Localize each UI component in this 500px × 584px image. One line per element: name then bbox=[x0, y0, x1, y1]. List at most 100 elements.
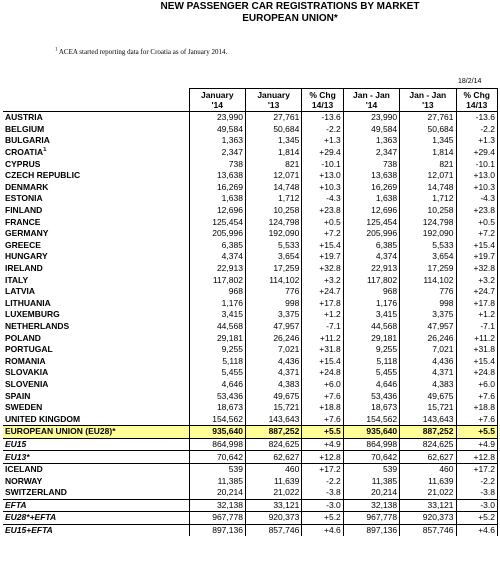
market-name: LATVIA bbox=[3, 286, 189, 298]
table-row: GERMANY 205,996 192,090 +7.2 205,996 192,090 +… bbox=[3, 227, 498, 240]
market-name: ITALY bbox=[3, 274, 189, 286]
value-cell: 12,071 bbox=[399, 169, 456, 182]
table-row: LUXEMBURG 3,415 3,375 +1.2 3,415 3,375 +1.2 bbox=[3, 309, 498, 321]
value-cell: 70,642 bbox=[342, 450, 400, 464]
value-cell: 5,118 bbox=[188, 355, 246, 368]
table-row: EU15+EFTA 897,136 857,746 +4.6 897,136 857,74… bbox=[3, 523, 498, 537]
value-cell: 1,712 bbox=[399, 193, 456, 205]
pct-change-cell: +5.5 bbox=[455, 425, 498, 439]
market-label: EU28*+EFTA bbox=[5, 512, 57, 523]
pct-change-cell: +4.6 bbox=[455, 523, 498, 537]
table-row: CZECH REPUBLIC 13,638 12,071 +13.0 13,638 12,… bbox=[3, 169, 498, 182]
market-label: GERMANY bbox=[5, 228, 49, 239]
market-name: CYPRUS bbox=[3, 158, 189, 170]
pct-change-cell: -4.3 bbox=[301, 193, 344, 205]
pct-change-cell: +24.8 bbox=[301, 367, 344, 379]
value-cell: 4,374 bbox=[342, 251, 400, 263]
value-cell: 16,269 bbox=[188, 181, 246, 194]
value-cell: 20,214 bbox=[188, 487, 246, 500]
market-label: SWITZERLAND bbox=[5, 487, 67, 498]
column-header-line1: January bbox=[200, 90, 234, 100]
pct-change-cell: +12.8 bbox=[301, 450, 344, 464]
value-cell: 15,721 bbox=[244, 401, 302, 414]
table-row: EU15 864,998 824,625 +4.9 864,998 824,625 +4.9 bbox=[3, 437, 498, 451]
market-label: LITHUANIA bbox=[5, 297, 51, 308]
value-cell: 9,255 bbox=[188, 343, 246, 356]
market-name: IRELAND bbox=[3, 263, 189, 275]
value-cell: 539 bbox=[342, 462, 400, 476]
market-name: CROATIA1 bbox=[3, 147, 189, 159]
value-cell: 3,415 bbox=[188, 309, 246, 321]
footnote-mark: 1 bbox=[55, 47, 58, 53]
value-cell: 5,118 bbox=[342, 355, 400, 368]
value-cell: 897,136 bbox=[342, 523, 400, 537]
table-row: LATVIA 968 776 +24.7 968 776 +24.7 bbox=[3, 285, 498, 298]
value-cell: 3,654 bbox=[244, 251, 302, 263]
market-name: CZECH REPUBLIC bbox=[3, 170, 189, 182]
value-cell: 27,761 bbox=[399, 110, 456, 124]
value-cell: 887,252 bbox=[399, 425, 456, 439]
pct-change-cell: -3.0 bbox=[455, 498, 498, 512]
value-cell: 935,640 bbox=[342, 425, 400, 439]
value-cell: 62,627 bbox=[399, 450, 456, 464]
market-name: NORWAY bbox=[3, 475, 189, 487]
market-name: SPAIN bbox=[3, 390, 189, 402]
value-cell: 17,259 bbox=[399, 262, 456, 275]
pct-change-cell: +12.8 bbox=[455, 450, 498, 464]
value-cell: 998 bbox=[244, 297, 302, 310]
value-cell: 460 bbox=[244, 462, 302, 476]
column-header-line1: % Chg bbox=[463, 90, 490, 100]
market-name: SWEDEN bbox=[3, 402, 189, 414]
market-name: DENMARK bbox=[3, 182, 189, 194]
market-name: EFTA bbox=[3, 498, 190, 512]
value-cell: 3,415 bbox=[342, 309, 400, 321]
table-row: EFTA 32,138 33,121 -3.0 32,138 33,121 -3.0 bbox=[3, 498, 498, 512]
value-cell: 26,246 bbox=[399, 332, 456, 344]
column-header-line2: '14 bbox=[211, 100, 224, 110]
pct-change-cell: +5.5 bbox=[301, 425, 344, 439]
pct-change-cell: -3.8 bbox=[455, 487, 498, 500]
value-cell: 4,374 bbox=[188, 251, 246, 263]
registrations-table: January '14 January '13% Chg 14/13 Jan - Jan '… bbox=[3, 88, 498, 537]
pct-change-cell: -10.1 bbox=[455, 158, 498, 170]
value-cell: 26,246 bbox=[244, 332, 302, 344]
value-cell: 117,802 bbox=[342, 274, 400, 286]
market-name: LITHUANIA bbox=[3, 298, 189, 310]
market-label: PORTUGAL bbox=[5, 344, 53, 355]
value-cell: 4,436 bbox=[399, 355, 456, 368]
value-cell: 12,071 bbox=[244, 169, 302, 182]
market-name: BELGIUM bbox=[3, 124, 189, 136]
pct-change-cell: +19.7 bbox=[301, 251, 344, 263]
value-cell: 1,363 bbox=[188, 135, 246, 147]
market-label: POLAND bbox=[5, 332, 41, 343]
table-row: POLAND 29,181 26,246 +11.2 29,181 26,246 +11.2 bbox=[3, 332, 498, 344]
pct-change-cell: +10.3 bbox=[455, 181, 498, 194]
value-cell: 125,454 bbox=[342, 216, 400, 228]
value-cell: 857,746 bbox=[399, 523, 456, 537]
market-label: ROMANIA bbox=[5, 355, 46, 366]
value-cell: 4,371 bbox=[399, 367, 456, 379]
table-row: ESTONIA 1,638 1,712 -4.3 1,638 1,712 -4.3 bbox=[3, 193, 498, 205]
table-row: SWEDEN 18,673 15,721 +18.8 18,673 15,721 +18.8 bbox=[3, 401, 498, 414]
footnote-text: ACEA started reporting data for Croatia … bbox=[58, 48, 228, 56]
value-cell: 967,778 bbox=[188, 511, 246, 525]
value-cell: 50,684 bbox=[399, 123, 456, 136]
pct-change-cell: +7.6 bbox=[455, 413, 498, 426]
pct-change-cell: +6.0 bbox=[301, 378, 344, 391]
header-blank bbox=[3, 89, 189, 112]
value-cell: 21,022 bbox=[399, 487, 456, 500]
value-cell: 205,996 bbox=[342, 227, 400, 240]
pct-change-cell: +4.6 bbox=[301, 523, 344, 537]
value-cell: 53,436 bbox=[188, 390, 246, 402]
market-name: EUROPEAN UNION (EU28)* bbox=[3, 425, 190, 439]
pct-change-cell: +17.8 bbox=[301, 297, 344, 310]
table-row: LITHUANIA 1,176 998 +17.8 1,176 998 +17.8 bbox=[3, 297, 498, 310]
value-cell: 10,258 bbox=[244, 204, 302, 217]
value-cell: 192,090 bbox=[399, 227, 456, 240]
value-cell: 44,568 bbox=[188, 320, 246, 333]
value-cell: 17,259 bbox=[244, 262, 302, 275]
column-header-line2: '13 bbox=[267, 100, 280, 110]
market-name: ROMANIA bbox=[3, 355, 189, 367]
value-cell: 1,363 bbox=[342, 135, 400, 147]
report-title: NEW PASSENGER CAR REGISTRATIONS BY MARKE… bbox=[160, 1, 420, 12]
